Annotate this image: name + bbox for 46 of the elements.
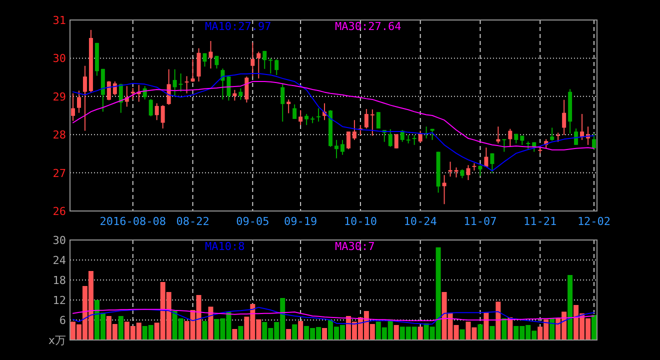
- x-tick-label: 12-02: [577, 215, 611, 228]
- text: MA10:8: [205, 240, 245, 253]
- text: MA10:27.97: [205, 20, 272, 33]
- bar: [238, 326, 244, 340]
- x-tick-label: 10-10: [344, 215, 378, 228]
- x-tick-label: 08-22: [176, 215, 210, 228]
- x-tick-label: 11-21: [524, 215, 557, 228]
- text: MA30:7: [335, 240, 375, 253]
- y-tick-label: 27: [52, 166, 66, 180]
- x-tick-label: 09-19: [284, 215, 318, 228]
- bar: [502, 318, 507, 340]
- bar: [496, 302, 501, 340]
- bar: [550, 318, 555, 340]
- y-tick-label: 29: [52, 90, 66, 104]
- bar: [418, 326, 423, 340]
- bar: [490, 326, 495, 340]
- bar: [208, 306, 214, 340]
- bar: [286, 329, 292, 340]
- bar: [568, 275, 573, 340]
- bar: [478, 324, 483, 340]
- x-tick-label: 11-07: [464, 215, 497, 228]
- y-tick-label: 12: [52, 294, 66, 307]
- y-tick-label: 28: [52, 128, 66, 142]
- y-tick-label: 6: [59, 314, 66, 327]
- y-tick-label: 30: [52, 234, 66, 247]
- y-tick-label: 31: [52, 14, 66, 27]
- y-tick-label: 18: [52, 274, 66, 287]
- bar: [322, 328, 328, 340]
- y-tick-label: 26: [52, 205, 66, 218]
- bar: [292, 324, 298, 340]
- x-tick-label: 10-24: [404, 215, 438, 228]
- line-series: [72, 308, 595, 322]
- bar: [232, 329, 238, 340]
- x-tick-label: 2016-08-08: [100, 215, 166, 228]
- bar: [298, 321, 304, 340]
- x-tick-label: 09-05: [236, 215, 270, 228]
- bar: [394, 325, 399, 340]
- line-series: [72, 306, 595, 325]
- bar: [592, 315, 596, 340]
- text: MA30:27.64: [335, 20, 402, 33]
- bar: [118, 316, 124, 340]
- bar: [460, 329, 465, 340]
- y-tick-label: 30: [52, 52, 66, 66]
- bar: [484, 312, 489, 340]
- y-tick-label: 24: [52, 254, 66, 267]
- y-tick-label: x万: [48, 334, 66, 347]
